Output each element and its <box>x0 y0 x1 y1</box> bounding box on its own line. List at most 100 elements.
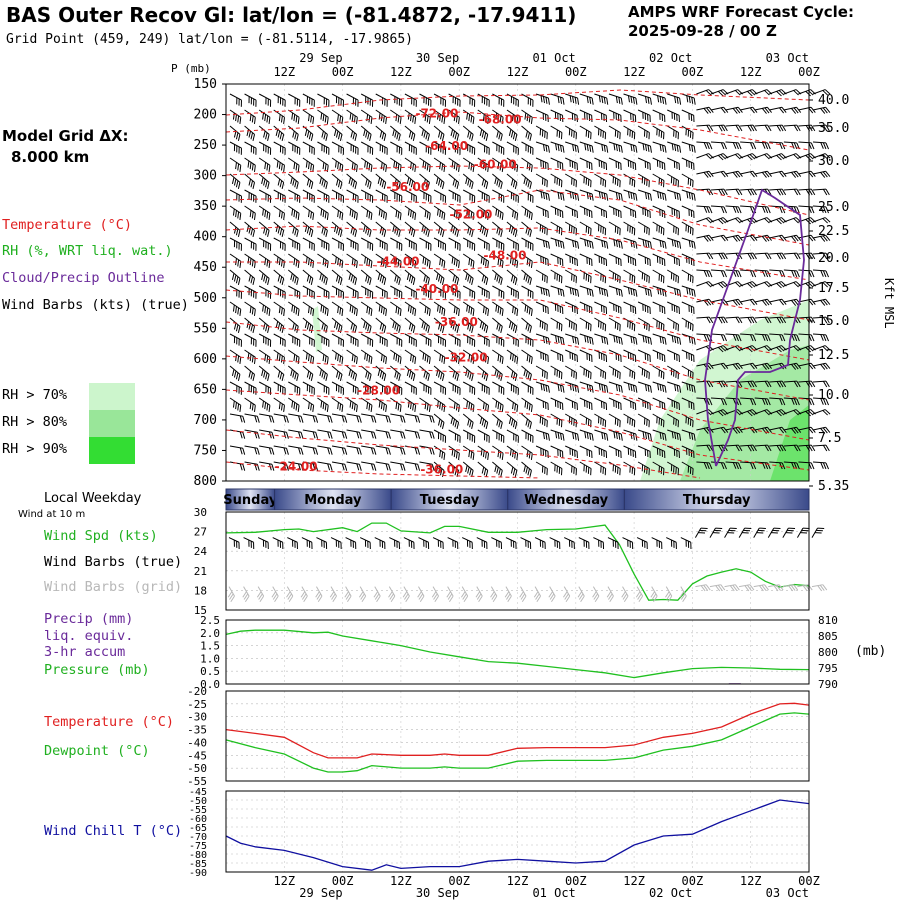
temp-tick-label: -50 <box>187 762 207 775</box>
temperature-contour <box>225 111 810 151</box>
xsec-wind-barb <box>696 234 714 242</box>
xsec-wind-barb <box>506 173 518 189</box>
xsec-wind-barb <box>565 109 578 123</box>
xsec-wind-barb <box>331 269 343 285</box>
xsec-wind-barb <box>812 409 831 416</box>
xsec-wind-barb <box>448 445 460 460</box>
xsec-wind-barb <box>317 237 330 251</box>
xsec-wind-barb <box>360 237 374 251</box>
wind-barb-grid <box>256 586 265 602</box>
xsec-wind-barb <box>740 333 757 342</box>
xsec-wind-barb <box>710 188 728 196</box>
xsec-wind-barb <box>535 445 549 459</box>
legend-precip: Precip (mm) <box>44 611 134 627</box>
wind-tick-label: 18 <box>194 584 207 597</box>
top-time-tick-label: 00Z <box>682 65 704 79</box>
legend-dewpoint: Dewpoint (°C) <box>44 743 150 759</box>
legend-liq: liq. equiv. <box>44 628 134 644</box>
xsec-wind-barb <box>637 253 651 267</box>
xsec-wind-barb <box>667 333 682 345</box>
xsec-wind-barb <box>433 317 445 333</box>
bottom-date-label: 03 Oct <box>766 886 809 900</box>
xsec-wind-barb <box>769 298 787 306</box>
xsec-wind-barb <box>608 301 622 315</box>
xsec-wind-barb <box>360 301 373 316</box>
xsec-wind-barb <box>535 205 549 219</box>
xsec-wind-barb <box>506 397 519 412</box>
xsec-wind-barb <box>725 234 743 242</box>
xsec-wind-barb <box>667 205 680 219</box>
xsec-wind-barb <box>477 173 489 189</box>
wind-barb-grid <box>665 586 673 602</box>
xsec-wind-barb <box>477 413 489 429</box>
xsec-wind-barb <box>608 93 623 105</box>
xsec-wind-barb <box>229 285 242 299</box>
xsec-wind-barb <box>273 317 285 333</box>
xsec-wind-barb <box>696 170 714 178</box>
wind-barb-true <box>461 537 473 549</box>
xsec-wind-barb <box>594 205 608 219</box>
xsec-wind-barb <box>477 269 489 285</box>
xsec-wind-barb <box>433 365 445 381</box>
xsec-wind-barb <box>433 189 447 203</box>
xsec-wind-barb <box>681 269 694 284</box>
xsec-wind-barb <box>550 381 565 393</box>
xsec-wind-barb <box>521 221 532 237</box>
xsec-wind-barb <box>492 253 504 268</box>
wind-barb-true <box>709 527 723 538</box>
xsec-wind-barb <box>652 189 667 201</box>
xsec-wind-barb <box>667 269 680 284</box>
xsec-wind-barb <box>390 141 403 155</box>
xsec-wind-barb <box>229 173 241 189</box>
xsec-wind-barb <box>448 429 461 443</box>
precip-tick-label: 2.0 <box>200 627 220 640</box>
xsec-wind-barb <box>346 317 358 333</box>
xsec-wind-barb <box>258 253 271 268</box>
xsec-wind-barb <box>579 413 592 428</box>
kft-tick-label: 40.0 <box>818 93 849 108</box>
xsec-wind-barb <box>360 333 374 347</box>
xsec-wind-barb <box>360 349 373 364</box>
xsec-wind-barb <box>375 109 388 124</box>
pressure-right-tick-label: 805 <box>818 630 838 643</box>
xsec-wind-barb <box>564 269 577 284</box>
temperature-contour-label: -40.00 <box>415 282 458 296</box>
xsec-wind-barb <box>623 221 636 236</box>
bottom-time-tick-label: 12Z <box>740 874 762 888</box>
local-weekday-label: Local Weekday <box>44 491 142 506</box>
xsec-wind-barb <box>579 445 593 459</box>
pressure-tick-label: 400 <box>194 230 217 245</box>
xsec-wind-barb <box>579 93 594 105</box>
pressure-tick-label: 550 <box>194 321 217 336</box>
xsec-wind-barb <box>565 237 580 249</box>
wind-barb-true <box>287 537 298 549</box>
xsec-wind-barb <box>681 125 694 140</box>
xsec-wind-barb <box>404 285 417 299</box>
xsec-wind-barb <box>506 125 518 141</box>
top-time-tick-label: 12Z <box>273 65 295 79</box>
xsec-wind-barb <box>302 221 314 237</box>
xsec-wind-barb <box>637 301 651 315</box>
xsec-wind-barb <box>506 381 519 395</box>
xsec-wind-barb <box>667 397 680 411</box>
xsec-wind-barb <box>492 317 503 333</box>
xsec-wind-barb <box>623 301 637 315</box>
xsec-wind-barb <box>506 141 519 155</box>
xsec-wind-barb <box>419 317 430 333</box>
xsec-wind-barb <box>375 253 388 268</box>
xsec-wind-barb <box>288 301 300 316</box>
kft-tick-label: 15.0 <box>818 314 849 329</box>
xsec-wind-barb <box>652 237 667 249</box>
xsec-wind-barb <box>317 189 330 203</box>
wind-barb-true <box>228 537 240 549</box>
xsec-wind-barb <box>521 333 534 347</box>
xsec-wind-barb <box>404 461 421 471</box>
xsec-wind-barb <box>535 397 549 411</box>
xsec-wind-barb <box>681 301 695 315</box>
xsec-wind-barb <box>535 109 549 123</box>
xsec-wind-barb <box>448 253 460 268</box>
xsec-wind-barb <box>244 301 256 316</box>
xsec-wind-barb <box>273 397 285 412</box>
xsec-wind-barb <box>229 141 242 155</box>
xsec-wind-barb <box>448 317 460 333</box>
